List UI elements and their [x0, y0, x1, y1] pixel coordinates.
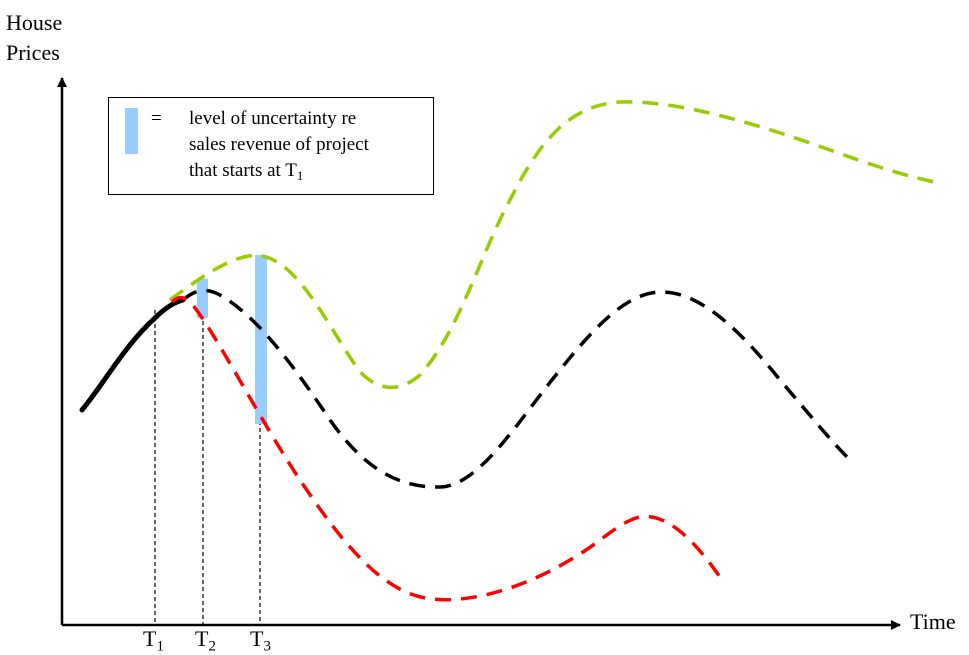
x-axis-label: Time [910, 609, 956, 634]
t2-label: T2 [195, 626, 216, 655]
legend-line-2: sales revenue of project [189, 134, 369, 155]
y-axis-label-line2: Prices [6, 40, 60, 65]
uncertainty-bar-t2 [197, 279, 208, 318]
upper-scenario-curve [168, 100, 936, 390]
legend-line-3: that starts at T1 [189, 160, 304, 183]
legend-box: = level of uncertainty re sales revenue … [108, 97, 434, 195]
legend-line-1: level of uncertainty re [189, 108, 357, 129]
legend-equals: = [151, 108, 162, 129]
y-axis-label: House Prices [6, 12, 62, 64]
uncertainty-bar-t3 [255, 255, 267, 424]
t1-label: T1 [143, 626, 164, 655]
middle-scenario-curve [181, 288, 852, 489]
y-axis-label-line1: House [6, 10, 63, 35]
historical-price-curve [79, 297, 186, 413]
uncertainty-swatch [125, 108, 138, 154]
t3-label: T3 [250, 626, 271, 655]
lower-scenario-curve [170, 296, 724, 602]
